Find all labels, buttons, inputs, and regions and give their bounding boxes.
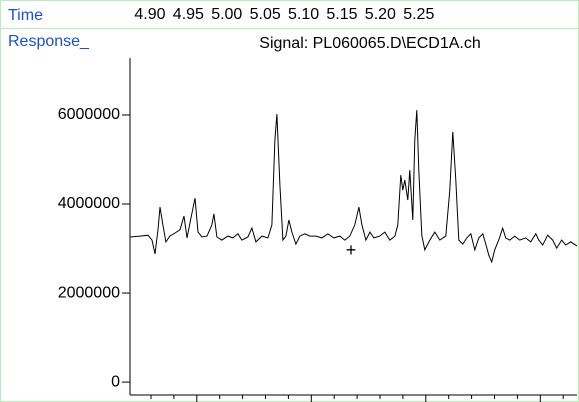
y-axis-label: Response_ (8, 33, 90, 50)
y-tick-label: 0 (111, 373, 120, 390)
x-tick-label: 5.05 (250, 6, 281, 23)
x-tick-label: 5.00 (211, 6, 242, 23)
x-tick-label: 5.20 (365, 6, 396, 23)
x-tick-label: 4.95 (173, 6, 204, 23)
x-tick-label: 5.10 (288, 6, 319, 23)
x-tick-label: 5.15 (326, 6, 357, 23)
x-axis-label: Time (8, 7, 43, 24)
signal-line (129, 110, 578, 264)
y-tick-label: 2000000 (58, 284, 120, 301)
y-tick-label: 6000000 (58, 106, 120, 123)
cursor: + (346, 240, 357, 260)
x-tick-label: 5.25 (403, 6, 434, 23)
y-tick-label: 4000000 (58, 195, 120, 212)
chart-title: Signal: PL060065.D\ECD1A.ch (259, 35, 480, 52)
x-tick-label: 4.90 (134, 6, 165, 23)
